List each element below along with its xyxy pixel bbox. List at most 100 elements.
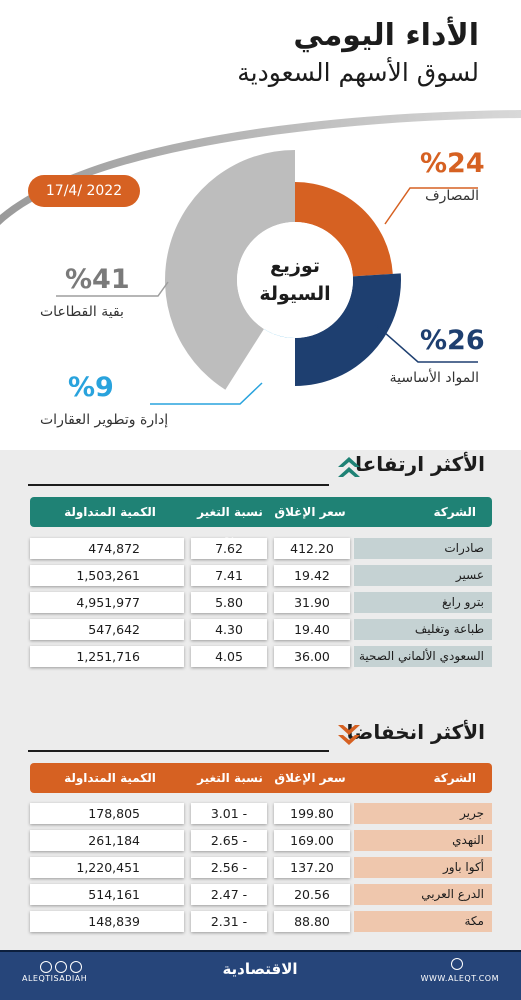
- double-chevron-down-icon: [338, 725, 360, 745]
- chart-center-title: توزيع السيولة: [238, 255, 352, 305]
- page-subtitle: لسوق الأسهم السعودية: [237, 58, 479, 87]
- volume-cell: 4,951,977: [30, 592, 184, 613]
- liquidity-donut-chart: [56, 150, 478, 405]
- volume-cell: 1,503,261: [30, 565, 184, 586]
- slice-pct-banks: %24: [420, 148, 485, 179]
- chart-title-line1: توزيع: [269, 255, 321, 277]
- close-cell: 137.20: [274, 857, 350, 878]
- date-badge: 17/4/ 2022: [28, 175, 140, 207]
- twitter-icon[interactable]: [70, 961, 82, 973]
- change-cell: 7.62: [191, 538, 267, 559]
- header-volume: الكمية المتداولة: [30, 497, 190, 527]
- company-cell: أكوا باور: [354, 857, 492, 878]
- slice-label-materials: المواد الأساسية: [389, 370, 479, 386]
- volume-cell: 514,161: [30, 884, 184, 905]
- close-cell: 169.00: [274, 830, 350, 851]
- change-cell: 4.05: [191, 646, 267, 667]
- gainers-table-body: 474,872 7.62 412.20 صادرات 1,503,261 7.41 19.4…: [30, 538, 492, 673]
- top-panel: الأداء اليومي لسوق الأسهم السعودية 17/4/…: [0, 0, 521, 450]
- close-cell: 19.40: [274, 619, 350, 640]
- slice-other: [164, 150, 295, 390]
- slice-materials: [295, 273, 401, 386]
- company-cell: مكة: [354, 911, 492, 932]
- losers-table-header: الكمية المتداولة نسبة التغير % سعر الإغل…: [30, 763, 492, 815]
- losers-title-text: الأكثر انخفاضا: [346, 720, 485, 744]
- losers-section-title: الأكثر انخفاضا: [347, 720, 485, 744]
- volume-cell: 547,642: [30, 619, 184, 640]
- slice-pct-real-estate: %9: [68, 372, 114, 403]
- change-cell: 4.30: [191, 619, 267, 640]
- gainers-section-title: الأكثر ارتفاعا: [355, 452, 485, 476]
- close-cell: 36.00: [274, 646, 350, 667]
- volume-cell: 474,872: [30, 538, 184, 559]
- table-row: 178,805 3.01 - 199.80 جرير: [30, 803, 492, 824]
- change-cell: 3.01 -: [191, 803, 267, 824]
- change-cell: 2.56 -: [191, 857, 267, 878]
- header-close: سعر الإغلاق: [270, 763, 350, 793]
- globe-icon: [451, 958, 463, 970]
- gainers-title-text: الأكثر ارتفاعا: [355, 452, 485, 476]
- leader-materials: [375, 324, 478, 363]
- close-cell: 88.80: [274, 911, 350, 932]
- brand-logo: الاقتصادية: [222, 960, 298, 978]
- slice-pct-other: %41: [65, 264, 130, 295]
- change-cell: 2.31 -: [191, 911, 267, 932]
- leader-banks: [384, 187, 478, 225]
- slice-label-banks: المصارف: [425, 188, 479, 204]
- gainers-table-header: الكمية المتداولة نسبة التغير % سعر الإغل…: [30, 497, 492, 549]
- losers-divider: [28, 750, 329, 752]
- company-cell: بترو رابغ: [354, 592, 492, 613]
- header-change: نسبة التغير %: [190, 497, 270, 549]
- website-link[interactable]: WWW.ALEQT.COM: [420, 974, 499, 983]
- volume-cell: 1,251,716: [30, 646, 184, 667]
- double-chevron-up-icon: [338, 457, 360, 477]
- close-cell: 412.20: [274, 538, 350, 559]
- volume-cell: 1,220,451: [30, 857, 184, 878]
- volume-cell: 178,805: [30, 803, 184, 824]
- leader-other: [56, 281, 169, 297]
- slice-pct-materials: %26: [420, 325, 485, 356]
- page-title: الأداء اليومي: [293, 18, 479, 53]
- losers-table-body: 178,805 3.01 - 199.80 جرير 261,184 2.65 - 169.…: [30, 803, 492, 938]
- table-row: 1,251,716 4.05 36.00 السعودي الألماني الصحي…: [30, 646, 492, 667]
- company-cell: جرير: [354, 803, 492, 824]
- table-row: 1,220,451 2.56 - 137.20 أكوا باور: [30, 857, 492, 878]
- company-cell: صادرات: [354, 538, 492, 559]
- facebook-icon[interactable]: [55, 961, 67, 973]
- gainers-divider: [28, 484, 329, 486]
- change-cell: 7.41: [191, 565, 267, 586]
- instagram-icon[interactable]: [40, 961, 52, 973]
- volume-cell: 148,839: [30, 911, 184, 932]
- chart-title-line2: السيولة: [259, 283, 331, 305]
- change-cell: 5.80: [191, 592, 267, 613]
- close-cell: 20.56: [274, 884, 350, 905]
- close-cell: 199.80: [274, 803, 350, 824]
- company-cell: السعودي الألماني الصحية: [354, 646, 492, 667]
- header-close: سعر الإغلاق: [270, 497, 350, 527]
- header-company: الشركة: [350, 497, 492, 527]
- table-row: 4,951,977 5.80 31.90 بترو رابغ: [30, 592, 492, 613]
- table-row: 148,839 2.31 - 88.80 مكة: [30, 911, 492, 932]
- table-row: 474,872 7.62 412.20 صادرات: [30, 538, 492, 559]
- header-change: نسبة التغير %: [190, 763, 270, 815]
- header-company: الشركة: [350, 763, 492, 793]
- social-handle[interactable]: ALEQTISADIAH: [22, 974, 88, 983]
- change-cell: 2.47 -: [191, 884, 267, 905]
- table-row: 547,642 4.30 19.40 طباعة وتغليف: [30, 619, 492, 640]
- volume-cell: 261,184: [30, 830, 184, 851]
- footer-top-line: [0, 950, 521, 952]
- company-cell: عسير: [354, 565, 492, 586]
- change-cell: 2.65 -: [191, 830, 267, 851]
- company-cell: الدرع العربي: [354, 884, 492, 905]
- footer-bar: ALEQTISADIAH الاقتصادية WWW.ALEQT.COM: [0, 950, 521, 1000]
- company-cell: طباعة وتغليف: [354, 619, 492, 640]
- slice-label-real-estate: إدارة وتطوير العقارات: [40, 412, 169, 428]
- header-volume: الكمية المتداولة: [30, 763, 190, 793]
- donut-hole: [237, 222, 353, 338]
- table-row: 1,503,261 7.41 19.42 عسير: [30, 565, 492, 586]
- close-cell: 19.42: [274, 565, 350, 586]
- decorative-gray-swoosh: [0, 0, 521, 225]
- slice-banks: [295, 182, 393, 277]
- table-row: 514,161 2.47 - 20.56 الدرع العربي: [30, 884, 492, 905]
- company-cell: النهدي: [354, 830, 492, 851]
